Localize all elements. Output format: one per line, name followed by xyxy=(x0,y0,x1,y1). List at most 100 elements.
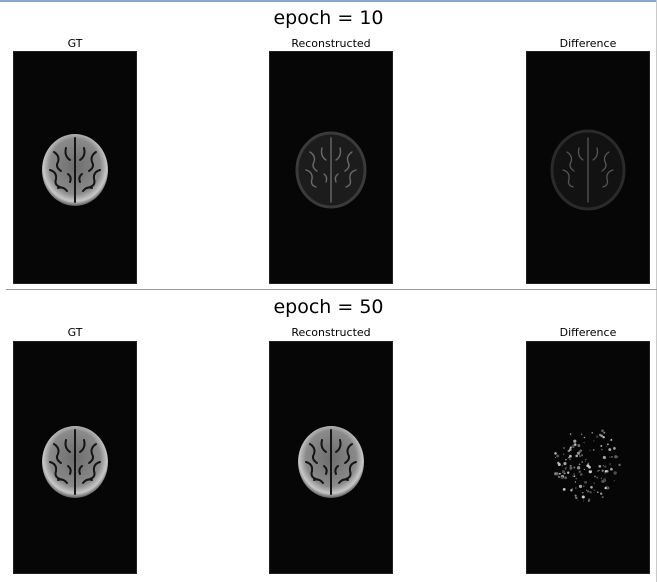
difference-speckle-map xyxy=(554,429,621,502)
speckle-dot xyxy=(601,429,604,433)
speckle-dot xyxy=(562,488,566,491)
speckle-dot xyxy=(602,464,604,467)
speckle-dot xyxy=(584,460,586,462)
speckle-dot xyxy=(592,448,595,451)
brain-slice-faint xyxy=(295,131,367,209)
speckle-dot xyxy=(609,456,611,458)
speckle-dot xyxy=(567,471,570,474)
speckle-dot xyxy=(593,440,595,442)
speckle-dot xyxy=(573,473,576,476)
speckle-dot xyxy=(564,467,567,470)
speckle-dot xyxy=(565,459,567,461)
speckle-dot xyxy=(593,482,595,484)
speckle-dot xyxy=(570,489,573,492)
speckle-dot xyxy=(578,463,581,466)
reconstructed-mri-image xyxy=(269,51,393,284)
speckle-dot xyxy=(580,433,583,436)
speckle-dot xyxy=(610,467,613,471)
brain-slice xyxy=(42,134,108,206)
speckle-dot xyxy=(585,458,587,461)
speckle-dot xyxy=(576,451,581,455)
speckle-dot xyxy=(569,433,572,435)
speckle-dot xyxy=(597,491,599,493)
speckle-dot xyxy=(596,435,599,438)
speckle-dot xyxy=(579,473,583,476)
speckle-dot xyxy=(594,475,596,478)
speckle-dot xyxy=(583,436,586,439)
speckle-dot xyxy=(554,456,557,459)
difference-mri-image xyxy=(526,341,650,574)
speckle-dot xyxy=(582,485,585,488)
speckle-dot xyxy=(593,489,596,492)
speckle-dot xyxy=(602,455,606,459)
speckle-dot xyxy=(554,452,557,455)
row-divider xyxy=(6,289,657,290)
speckle-dot xyxy=(557,475,561,479)
speckle-dot xyxy=(590,485,593,489)
speckle-dot xyxy=(604,472,606,474)
speckle-dot xyxy=(585,489,588,491)
speckle-dot xyxy=(563,462,567,466)
speckle-dot xyxy=(580,454,584,457)
speckle-dot xyxy=(563,473,565,475)
speckle-dot xyxy=(578,484,583,488)
speckle-dot xyxy=(608,448,612,452)
speckle-dot xyxy=(560,476,564,480)
panel-label-reconstructed: Reconstructed xyxy=(291,37,371,50)
speckle-dot xyxy=(611,456,613,458)
speckle-dot xyxy=(584,481,587,484)
brain-slice xyxy=(42,426,108,498)
speckle-dot xyxy=(574,481,576,483)
speckle-dot xyxy=(581,495,585,499)
speckle-dot xyxy=(573,475,576,478)
speckle-dot xyxy=(569,466,573,470)
speckle-dot xyxy=(570,448,572,450)
speckle-dot xyxy=(581,461,584,463)
speckle-dot xyxy=(586,490,590,493)
speckle-dot xyxy=(603,465,607,468)
speckle-dot xyxy=(591,432,593,434)
speckle-dot xyxy=(582,492,584,494)
speckle-dot xyxy=(563,453,565,455)
speckle-dot xyxy=(573,466,576,469)
speckle-dot xyxy=(578,470,581,473)
speckle-dot xyxy=(601,448,603,451)
speckle-dot xyxy=(589,491,592,494)
speckle-dot xyxy=(564,476,567,480)
speckle-dot xyxy=(562,446,566,450)
speckle-dot xyxy=(569,458,571,461)
speckle-dot xyxy=(589,469,591,471)
speckle-dot xyxy=(574,494,577,497)
gt-mri-image xyxy=(13,51,137,284)
speckle-dot xyxy=(608,462,612,466)
speckle-dot xyxy=(567,450,569,452)
speckle-dot xyxy=(614,455,618,459)
speckle-dot xyxy=(556,473,559,476)
speckle-dot xyxy=(571,488,573,490)
speckle-dot xyxy=(588,500,590,502)
speckle-dot xyxy=(610,438,613,441)
speckle-dot xyxy=(571,444,575,448)
speckle-dot xyxy=(596,476,599,479)
speckle-dot xyxy=(603,478,607,481)
speckle-dot xyxy=(569,446,572,449)
speckle-dot xyxy=(583,442,585,444)
reconstructed-mri-image xyxy=(269,341,393,574)
top-border xyxy=(0,0,657,2)
speckle-dot xyxy=(577,499,579,502)
speckle-dot xyxy=(600,434,603,438)
speckle-dot xyxy=(616,456,619,458)
figure-title-epoch-10: epoch = 10 xyxy=(273,7,384,29)
speckle-dot xyxy=(561,465,563,467)
speckle-dot xyxy=(575,454,579,458)
speckle-dot xyxy=(588,498,591,501)
speckle-dot xyxy=(578,455,581,457)
speckle-dot xyxy=(600,444,603,447)
speckle-dot xyxy=(568,456,570,459)
speckle-dot xyxy=(589,449,591,452)
speckle-dot xyxy=(569,464,572,467)
speckle-dot xyxy=(601,469,604,472)
speckle-dot xyxy=(573,443,577,446)
speckle-dot xyxy=(575,496,578,500)
speckle-dot xyxy=(554,472,558,476)
